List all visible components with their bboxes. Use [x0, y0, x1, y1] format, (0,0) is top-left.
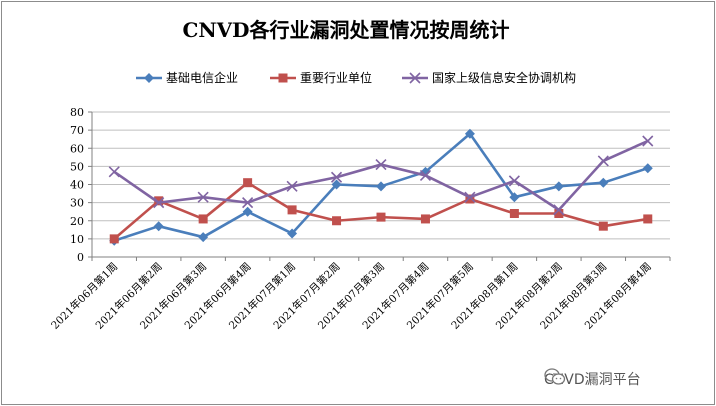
data-point — [330, 171, 343, 183]
data-point — [376, 212, 386, 222]
data-point — [332, 216, 342, 226]
data-point — [198, 214, 208, 224]
legend-item: 国家上级信息安全协调机构 — [402, 70, 576, 85]
data-point — [287, 205, 297, 215]
legend-item: 基础电信企业 — [136, 70, 238, 85]
data-point — [331, 179, 342, 190]
legend-label: 基础电信企业 — [166, 70, 238, 85]
data-point — [376, 181, 386, 192]
data-point — [554, 209, 564, 218]
data-point — [242, 197, 254, 209]
y-tick-label: 80 — [70, 106, 84, 119]
data-point — [197, 191, 209, 203]
legend-marker — [278, 73, 288, 83]
series-group — [108, 128, 654, 246]
watermark-text: CNVD漏洞平台 — [544, 372, 641, 388]
series-1 — [109, 128, 653, 246]
data-point — [643, 214, 653, 224]
chart-title: CNVD各行业漏洞处置情况按周统计 — [182, 18, 509, 42]
wechat-icon — [544, 368, 566, 385]
data-point — [287, 228, 298, 239]
data-point — [375, 158, 387, 171]
y-tick-label: 60 — [70, 142, 84, 155]
series-line — [113, 139, 649, 212]
x-axis: 2021年06月第1周2021年06月第2周2021年06月第3周2021年06… — [48, 256, 671, 332]
legend-item: 重要行业单位 — [270, 70, 372, 85]
chart-legend: 基础电信企业 重要行业单位 国家上级信息安全协调机构 — [136, 70, 576, 85]
y-tick-label: 70 — [70, 124, 84, 137]
y-tick-label: 40 — [70, 179, 84, 192]
series-2 — [109, 178, 653, 244]
data-point — [198, 232, 209, 243]
data-point — [108, 166, 120, 178]
data-point — [243, 178, 253, 188]
legend-marker — [409, 72, 421, 84]
data-point — [419, 169, 432, 182]
y-axis: 0 10 20 30 40 50 60 70 80 — [70, 106, 93, 264]
series-3 — [108, 135, 654, 216]
data-point — [242, 206, 253, 217]
y-tick-label: 30 — [70, 197, 84, 210]
data-point — [153, 197, 165, 209]
y-tick-label: 10 — [70, 233, 84, 246]
y-tick-label: 50 — [70, 160, 84, 173]
data-point — [286, 180, 298, 192]
data-point — [597, 155, 609, 167]
data-point — [109, 234, 119, 244]
data-point — [642, 163, 653, 174]
data-point — [598, 221, 608, 231]
y-tick-label: 20 — [70, 215, 84, 228]
data-point — [464, 128, 475, 139]
data-point — [508, 175, 520, 187]
data-point — [598, 177, 609, 188]
data-point — [553, 204, 565, 216]
legend-marker — [144, 73, 154, 83]
watermark: CNVD漏洞平台 — [544, 368, 641, 390]
legend-label: 国家上级信息安全协调机构 — [432, 70, 576, 85]
data-point — [509, 192, 520, 203]
data-point — [465, 194, 475, 204]
data-point — [464, 191, 476, 203]
data-point — [154, 196, 164, 206]
data-point — [420, 214, 430, 224]
legend-label: 重要行业单位 — [300, 70, 372, 85]
data-point — [553, 181, 564, 192]
y-tick-label: 0 — [77, 251, 84, 264]
data-point — [642, 135, 654, 147]
data-point — [153, 221, 164, 232]
data-point — [509, 209, 519, 218]
